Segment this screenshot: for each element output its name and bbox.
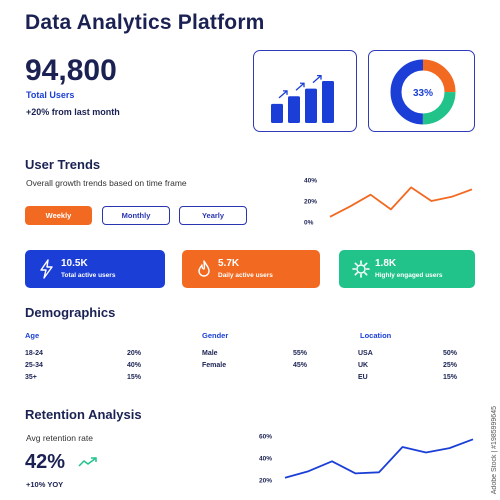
retention-value: 42% [25,451,66,473]
location-row-label: UK [358,362,369,369]
growth-bars-icon [271,74,334,123]
flame-icon [198,260,210,277]
retention-series-line [284,438,474,479]
age-row-value: 20% [127,350,142,357]
stat-value: 10.5K [61,258,88,269]
user-trends-title: User Trends [25,157,101,172]
stat-description: Daily active users [218,272,273,279]
arrow-icon [312,75,322,84]
y-tick-label: 0% [304,220,314,227]
stat-description: Highly engaged users [375,272,443,279]
trend-series-line [329,186,473,218]
total-users-change: +20% from last month [26,107,120,117]
location-row-label: EU [358,374,368,381]
growth-bar [322,81,334,123]
location-row-label: USA [358,350,373,357]
total-users-label: Total Users [26,90,75,100]
gender-heading: Gender [202,331,229,340]
donut-segment-blue [390,59,456,125]
arrow-icon [295,82,305,91]
location-row-value: 50% [443,350,458,357]
age-heading: Age [25,331,40,340]
stat-card-total-active[interactable]: 10.5K Total active users [25,250,165,288]
donut-card[interactable]: 33% [368,50,475,132]
age-row-value: 15% [127,374,142,381]
y-tick-label: 40% [259,456,272,463]
arrow-head [317,74,322,80]
y-tick-label: 20% [259,478,272,485]
y-tick-label: 60% [259,434,272,441]
gender-row-value: 55% [293,350,308,357]
stat-value: 5.7K [218,258,240,269]
location-row-value: 25% [443,362,458,369]
gear-icon [352,260,370,278]
retention-subtitle: Avg retention rate [26,433,93,443]
growth-bar [288,96,300,123]
demographics-title: Demographics [25,305,116,320]
gender-row-value: 45% [293,362,308,369]
page-title: Data Analytics Platform [25,11,265,34]
donut-percent-label: 33% [413,88,433,99]
retention-line-chart: 60% 40% 20% [259,434,474,485]
trend-line-chart: 40% 20% 0% [304,178,473,227]
user-trends-subtitle: Overall growth trends based on time fram… [26,178,187,188]
growth-bar [305,88,317,123]
stat-card-highly-engaged[interactable]: 1.8K Highly engaged users [339,250,475,288]
tab-weekly[interactable]: Weekly [25,206,92,225]
y-tick-label: 20% [304,199,317,206]
growth-bar [271,103,283,123]
age-row-label: 35+ [25,374,37,381]
retention-title: Retention Analysis [25,407,142,422]
age-row-label: 18-24 [25,350,43,357]
location-row-value: 15% [443,374,458,381]
location-heading: Location [360,331,392,340]
donut-chart: 33% [390,59,456,125]
tab-monthly[interactable]: Monthly [102,206,170,225]
age-row-label: 25-34 [25,362,43,369]
arrow-head [283,90,288,95]
stat-card-daily-active[interactable]: 5.7K Daily active users [182,250,320,288]
lightning-icon [40,259,53,279]
y-tick-label: 40% [304,178,317,185]
arrow-head [300,82,305,88]
trend-up-icon [78,457,97,467]
tab-yearly[interactable]: Yearly [179,206,247,225]
stat-description: Total active users [61,272,116,279]
growth-bars-card[interactable] [253,50,357,132]
age-row-value: 40% [127,362,142,369]
watermark: Adobe Stock | #1985999645 [491,405,498,494]
gender-row-label: Female [202,362,227,369]
total-users-value: 94,800 [25,54,117,87]
stat-value: 1.8K [375,258,397,269]
donut-segment-green [390,59,456,125]
gender-row-label: Male [202,350,218,357]
arrow-icon [278,90,288,99]
retention-yoy: +10% YOY [26,480,64,489]
